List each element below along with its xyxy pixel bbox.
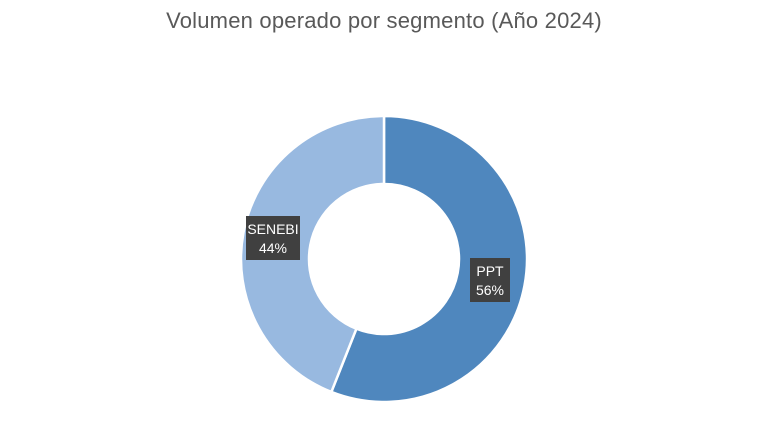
data-label-name: SENEBI [247,221,298,237]
donut-slices [239,114,529,404]
data-labels: PPT 56% SENEBI 44% [246,216,510,302]
data-label-box [470,258,510,302]
data-label-name: PPT [476,263,504,279]
data-label-senebi: SENEBI 44% [246,216,300,260]
chart-title: Volumen operado por segmento (Año 2024) [166,8,602,33]
slice-ppt [329,114,529,404]
slice-senebi [239,114,386,394]
data-label-value: 44% [259,240,287,256]
data-label-box [246,216,300,260]
data-label-value: 56% [476,282,504,298]
data-label-ppt: PPT 56% [470,258,510,302]
